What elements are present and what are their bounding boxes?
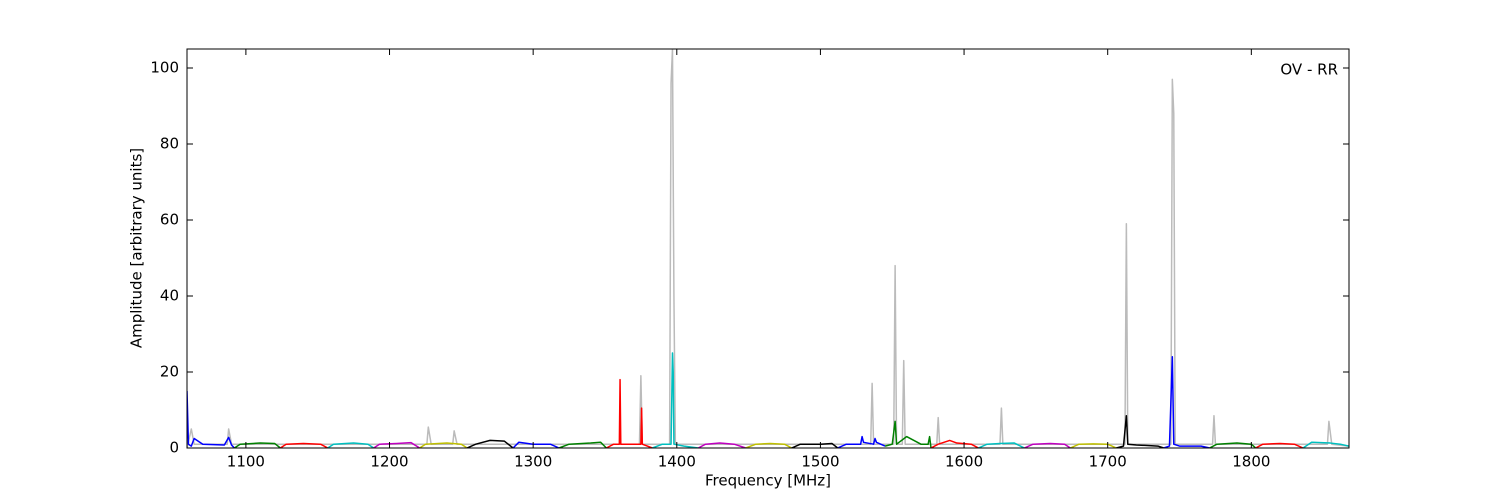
spectrum-line [606, 378, 653, 448]
spectrum-line [1255, 442, 1304, 448]
spectrum-line [978, 442, 1025, 448]
spectrum-line [697, 442, 746, 448]
y-tick-label: 20 [160, 363, 179, 381]
annotation: OV - RR [1280, 61, 1338, 79]
spectrum-line [1302, 441, 1349, 448]
x-tick-label: 1800 [1232, 453, 1270, 471]
spectrum-line [558, 441, 607, 448]
spectrum-line [930, 439, 979, 448]
spectrum-line [837, 435, 886, 448]
y-tick-label: 80 [160, 135, 179, 153]
spectrum-line [1024, 442, 1071, 448]
spectrum-line [512, 441, 560, 448]
x-tick-label: 1300 [514, 453, 552, 471]
y-tick-label: 60 [160, 211, 179, 229]
x-tick-label: 1600 [945, 453, 983, 471]
spectrum-line [279, 442, 329, 448]
spectrum-line [187, 49, 1349, 448]
spectrum-line [745, 442, 793, 448]
spectrum-line [419, 442, 468, 448]
spectrum-line [1209, 442, 1257, 448]
spectrum-line [373, 441, 421, 448]
spectrum-line [652, 352, 699, 448]
spectrum-line [466, 439, 514, 448]
y-tick-label: 100 [150, 59, 179, 77]
x-tick-label: 1200 [370, 453, 408, 471]
y-tick-label: 0 [169, 439, 179, 457]
x-tick-label: 1500 [801, 453, 839, 471]
y-axis-label: Amplitude [arbitrary units] [128, 148, 146, 348]
spectrum-line [187, 390, 235, 448]
x-axis-label: Frequency [MHz] [705, 472, 831, 490]
spectrum-line [327, 442, 375, 448]
x-tick-label: 1100 [227, 453, 265, 471]
spectrum-line [884, 420, 932, 448]
spectrum-line [1070, 443, 1117, 448]
axes-frame [186, 48, 1350, 449]
x-tick-label: 1400 [658, 453, 696, 471]
spectrum-line [233, 442, 281, 448]
spectrum-line [1163, 356, 1210, 448]
y-tick-label: 40 [160, 287, 179, 305]
x-tick-label: 1700 [1089, 453, 1127, 471]
plot-area [187, 49, 1349, 448]
spectrum-line [1116, 414, 1164, 448]
